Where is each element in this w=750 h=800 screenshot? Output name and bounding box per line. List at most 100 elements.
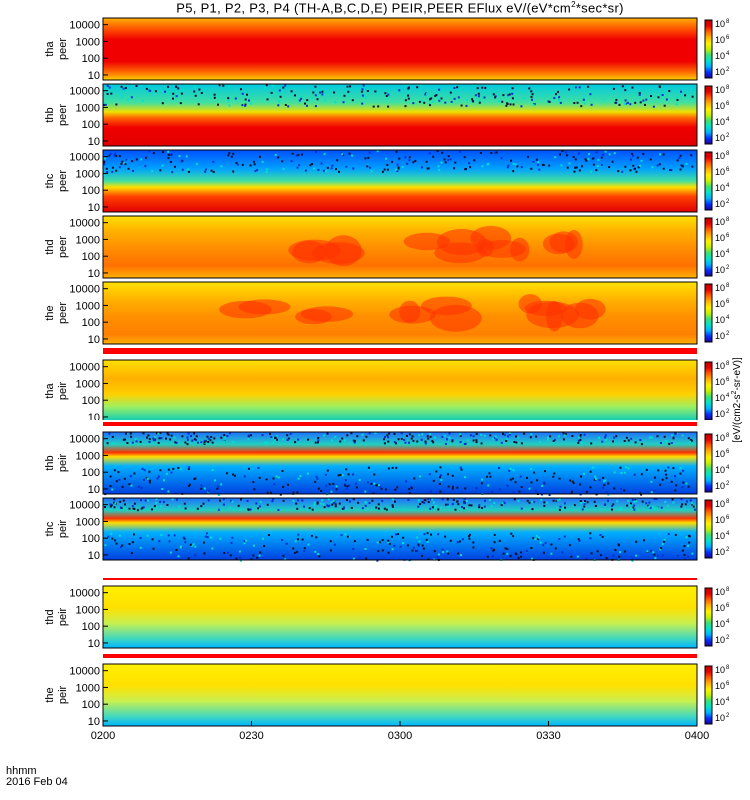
noise-pixel [484,499,486,502]
noise-pixel [676,159,679,162]
noise-pixel [466,439,469,442]
colorbar-tick-exponent: 8 [726,665,730,671]
noise-pixel [317,441,319,444]
noise-pixel [374,90,377,93]
noise-pixel [667,466,670,469]
noise-pixel [227,99,230,102]
spectrogram-image [103,216,697,278]
noise-pixel [247,434,250,437]
colorbar [704,151,713,211]
noise-pixel [490,547,493,549]
noise-pixel [613,487,616,490]
noise-pixel [520,507,523,510]
noise-pixel [167,468,170,471]
noise-pixel [328,483,331,486]
noise-pixel [631,559,634,562]
noise-pixel [217,494,220,496]
noise-pixel [502,502,505,505]
noise-pixel [182,88,184,91]
noise-pixel [377,105,380,108]
noise-pixel [480,482,483,485]
noise-pixel [426,435,429,438]
y-tick-label: 100 [82,533,100,545]
colorbar-tick-exponent: 2 [726,265,730,271]
noise-pixel [111,488,114,491]
noise-pixel [590,103,593,106]
noise-pixel [526,155,529,158]
noise-pixel [478,506,481,509]
noise-pixel [480,442,483,445]
noise-pixel [621,170,624,173]
noise-pixel [188,483,191,486]
noise-pixel [375,506,378,509]
noise-pixel [146,534,149,537]
noise-pixel [200,484,203,487]
noise-pixel [565,433,567,436]
noise-pixel [560,164,563,167]
noise-pixel [676,99,679,101]
noise-pixel [213,96,216,99]
noise-pixel [159,500,162,503]
noise-pixel [451,440,454,443]
noise-pixel [412,102,415,105]
y-tick-label: 1000 [76,604,100,616]
colorbar-tick-label: 10 [715,665,725,675]
fill-strip [103,422,697,426]
noise-pixel [493,533,496,536]
noise-pixel [259,551,262,554]
noise-pixel [240,508,243,511]
noise-pixel [523,91,526,93]
noise-pixel [533,471,536,474]
noise-pixel [115,154,118,157]
noise-pixel [387,436,390,439]
noise-pixel [109,152,112,155]
noise-pixel [108,432,111,435]
noise-pixel [512,103,515,106]
noise-pixel [167,150,170,153]
colorbar-tick-exponent: 8 [726,433,730,439]
noise-pixel [630,437,633,440]
noise-pixel [452,485,454,488]
noise-pixel [127,98,129,101]
noise-pixel [252,554,255,557]
noise-pixel [286,439,289,441]
noise-pixel [304,102,306,105]
noise-pixel [487,484,490,487]
noise-pixel [579,438,582,441]
noise-pixel [366,90,369,92]
noise-pixel [426,167,429,170]
noise-pixel [367,156,370,159]
noise-pixel [683,545,686,548]
noise-pixel [323,434,326,437]
noise-pixel [472,100,475,103]
noise-pixel [617,170,620,173]
noise-pixel [163,479,165,482]
noise-pixel [321,90,324,93]
y-tick-label: 10000 [69,20,100,32]
noise-pixel [378,484,380,487]
noise-pixel [466,500,468,503]
noise-pixel [583,501,586,504]
noise-pixel [230,499,233,502]
noise-pixel [207,437,210,440]
noise-pixel [203,487,206,490]
noise-pixel [216,487,219,490]
noise-pixel [193,90,196,93]
noise-pixel [563,502,566,505]
noise-pixel [511,97,514,100]
noise-pixel [326,504,329,507]
noise-pixel [330,167,333,170]
noise-pixel [417,499,420,502]
noise-pixel [140,507,143,510]
noise-pixel [377,503,380,506]
noise-pixel [555,499,558,502]
noise-pixel [605,438,608,441]
noise-pixel [204,535,207,538]
noise-pixel [416,536,419,539]
noise-pixel [449,91,452,94]
title-suffix: *sec*sr) [575,0,624,16]
noise-pixel [460,554,462,557]
noise-pixel [652,551,655,554]
noise-pixel [453,97,456,100]
